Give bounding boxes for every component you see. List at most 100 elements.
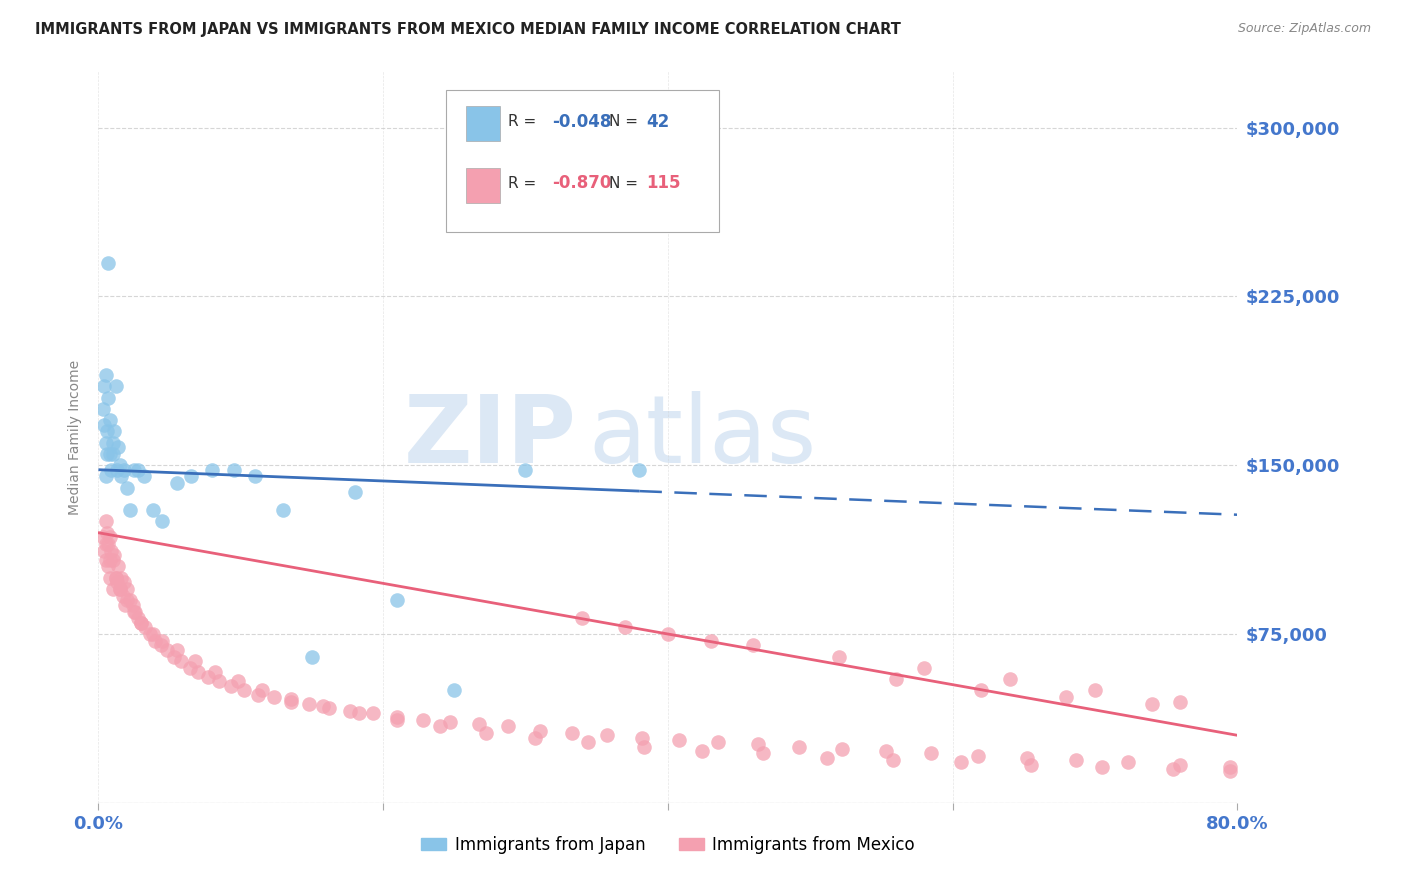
Point — [112, 575, 135, 590]
Point — [1056, 690, 1078, 704]
Point — [104, 571, 127, 585]
Point — [263, 690, 285, 704]
Point — [104, 379, 127, 393]
Point — [312, 699, 335, 714]
Point — [103, 425, 125, 439]
Point — [93, 417, 115, 432]
Point — [950, 756, 973, 770]
Point — [93, 543, 115, 558]
Point — [166, 642, 188, 657]
Point — [529, 723, 551, 738]
Text: R =: R = — [509, 114, 541, 129]
Text: 42: 42 — [647, 112, 669, 131]
Point — [105, 463, 128, 477]
Point — [439, 714, 461, 729]
Point — [1219, 760, 1241, 774]
Point — [122, 463, 145, 477]
Text: Source: ZipAtlas.com: Source: ZipAtlas.com — [1237, 22, 1371, 36]
Point — [97, 391, 120, 405]
Point — [706, 735, 728, 749]
Point — [828, 649, 851, 664]
Point — [226, 674, 249, 689]
Point — [132, 469, 155, 483]
Point — [361, 706, 384, 720]
Point — [94, 368, 117, 383]
Point — [98, 413, 121, 427]
Point — [110, 571, 132, 585]
Point — [115, 593, 138, 607]
Point — [107, 559, 129, 574]
Point — [742, 638, 765, 652]
Point — [129, 615, 152, 630]
Point — [187, 665, 209, 680]
Point — [467, 717, 489, 731]
Text: N =: N = — [609, 176, 643, 191]
FancyBboxPatch shape — [467, 106, 501, 141]
Point — [141, 503, 163, 517]
Point — [1219, 764, 1241, 779]
Point — [204, 665, 226, 680]
Point — [96, 447, 118, 461]
Point — [280, 692, 302, 706]
Point — [105, 575, 128, 590]
Point — [152, 515, 174, 529]
Point — [127, 611, 149, 625]
Point — [884, 672, 907, 686]
Point — [103, 548, 125, 562]
Point — [166, 476, 188, 491]
Point — [219, 679, 242, 693]
Point — [115, 481, 138, 495]
Point — [134, 620, 156, 634]
Point — [97, 559, 120, 574]
Point — [301, 649, 323, 664]
Point — [515, 463, 537, 477]
Point — [831, 741, 853, 756]
Point — [524, 731, 547, 745]
Point — [1170, 757, 1192, 772]
Point — [1170, 694, 1192, 708]
Point — [595, 728, 617, 742]
Point — [121, 598, 143, 612]
Text: atlas: atlas — [588, 391, 817, 483]
Point — [94, 435, 117, 450]
Text: -0.870: -0.870 — [551, 174, 612, 193]
Point — [101, 553, 124, 567]
Point — [912, 661, 935, 675]
Point — [998, 672, 1021, 686]
Point — [571, 611, 593, 625]
Point — [108, 458, 131, 473]
Point — [273, 503, 295, 517]
Point — [93, 379, 115, 393]
Point — [97, 255, 120, 269]
Point — [614, 620, 637, 634]
Point — [561, 726, 583, 740]
Point — [104, 571, 127, 585]
Point — [114, 598, 136, 612]
Point — [967, 748, 990, 763]
Point — [170, 654, 193, 668]
Point — [208, 674, 231, 689]
Text: IMMIGRANTS FROM JAPAN VS IMMIGRANTS FROM MEXICO MEDIAN FAMILY INCOME CORRELATION: IMMIGRANTS FROM JAPAN VS IMMIGRANTS FROM… — [35, 22, 901, 37]
Point — [197, 670, 219, 684]
Point — [699, 633, 721, 648]
Point — [201, 463, 224, 477]
Point — [576, 735, 599, 749]
Point — [970, 683, 993, 698]
Point — [108, 582, 131, 596]
Point — [633, 739, 655, 754]
Point — [347, 706, 370, 720]
Point — [96, 425, 118, 439]
Point — [628, 463, 651, 477]
Text: N =: N = — [609, 114, 643, 129]
Point — [101, 582, 124, 596]
Point — [94, 469, 117, 483]
Point — [631, 731, 654, 745]
Point — [250, 683, 273, 698]
Point — [112, 463, 135, 477]
Point — [98, 553, 121, 567]
Point — [152, 633, 174, 648]
Legend: Immigrants from Japan, Immigrants from Mexico: Immigrants from Japan, Immigrants from M… — [415, 829, 921, 860]
Point — [747, 737, 769, 751]
Point — [1084, 683, 1107, 698]
Point — [122, 605, 145, 619]
